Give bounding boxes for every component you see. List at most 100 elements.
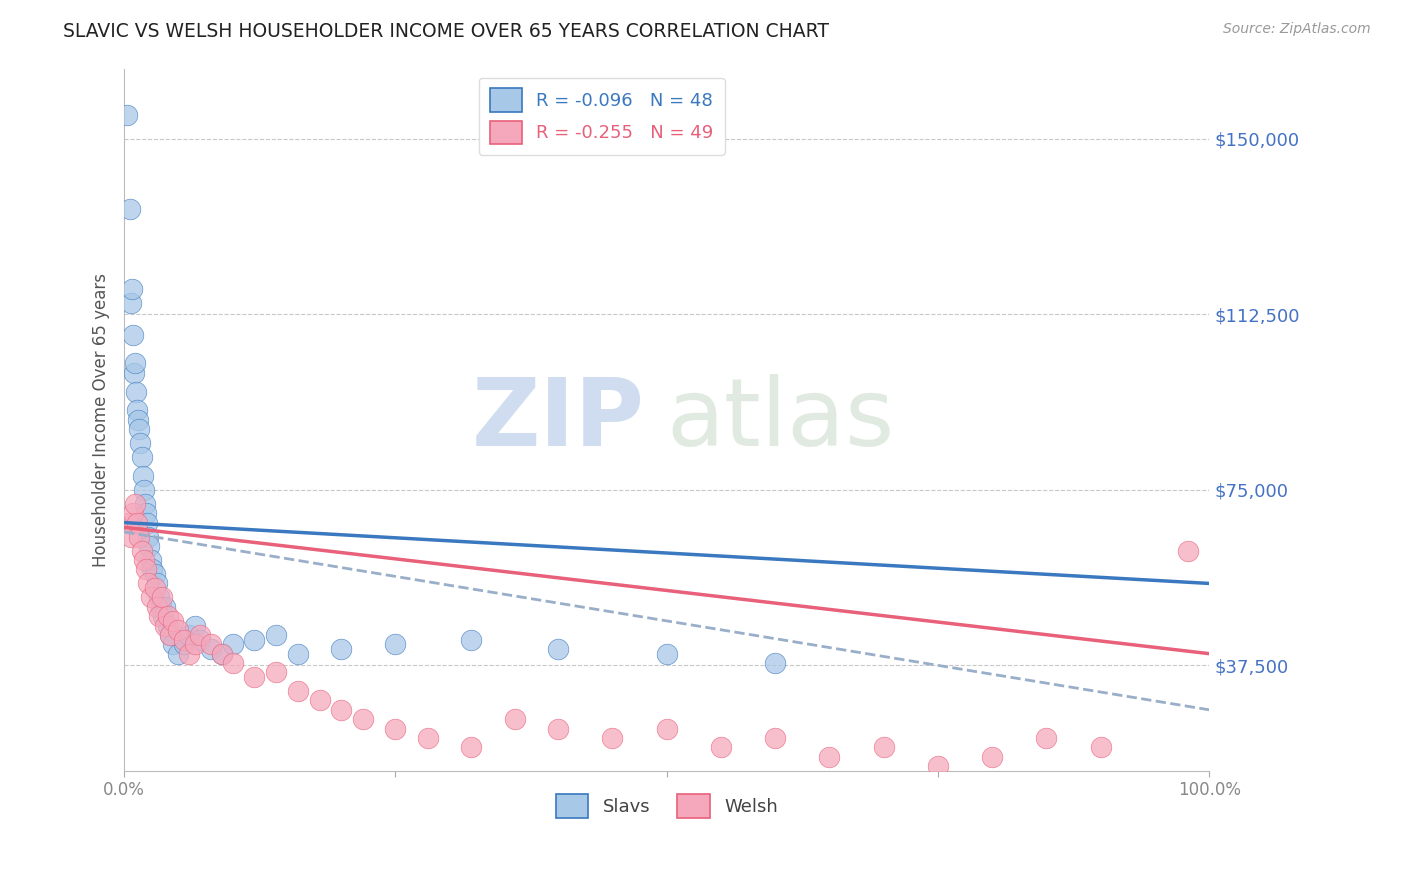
Point (135, 562, 157, 576)
Point (211, 647, 233, 661)
Text: ZIP: ZIP (472, 374, 645, 466)
Point (155, 599, 177, 614)
Point (148, 609, 170, 624)
Point (184, 618, 207, 632)
Point (179, 647, 201, 661)
Point (146, 599, 169, 614)
Y-axis label: Householder Income Over 65 years: Householder Income Over 65 years (93, 273, 110, 566)
Point (143, 581, 166, 595)
Point (1177, 543, 1199, 558)
Point (159, 628, 181, 642)
Point (162, 637, 184, 651)
Point (156, 609, 179, 624)
Point (162, 614, 184, 628)
Point (141, 591, 163, 605)
Point (125, 384, 148, 399)
Point (710, 740, 733, 755)
Point (243, 632, 266, 647)
Point (150, 599, 173, 614)
Point (602, 731, 624, 745)
Point (138, 539, 160, 553)
Point (128, 422, 150, 436)
Point (460, 632, 482, 647)
Point (211, 647, 233, 661)
Point (173, 632, 195, 647)
Point (136, 530, 159, 544)
Point (122, 328, 145, 343)
Point (264, 628, 287, 642)
Point (141, 562, 163, 576)
Point (124, 497, 146, 511)
Point (122, 366, 145, 380)
Point (818, 749, 841, 764)
Point (179, 628, 201, 642)
Point (655, 647, 678, 661)
Point (156, 618, 179, 632)
Point (118, 202, 141, 216)
Point (547, 722, 569, 736)
Point (121, 281, 143, 295)
Point (873, 740, 896, 755)
Point (148, 591, 170, 605)
Text: SLAVIC VS WELSH HOUSEHOLDER INCOME OVER 65 YEARS CORRELATION CHART: SLAVIC VS WELSH HOUSEHOLDER INCOME OVER … (63, 22, 830, 41)
Text: Source: ZipAtlas.com: Source: ZipAtlas.com (1223, 22, 1371, 37)
Point (131, 450, 153, 464)
Point (143, 567, 166, 582)
Point (222, 656, 245, 670)
Point (150, 591, 173, 605)
Point (124, 356, 146, 370)
Point (117, 516, 139, 530)
Point (330, 703, 353, 717)
Point (222, 637, 245, 651)
Point (132, 553, 155, 567)
Point (127, 403, 149, 417)
Point (128, 530, 150, 544)
Point (200, 637, 222, 651)
Point (460, 740, 482, 755)
Point (330, 642, 353, 657)
Point (1035, 731, 1057, 745)
Point (127, 516, 149, 530)
Point (120, 295, 142, 310)
Point (167, 624, 190, 638)
Point (134, 497, 156, 511)
Point (131, 543, 153, 558)
Point (129, 436, 152, 450)
Point (188, 632, 211, 647)
Point (981, 749, 1004, 764)
Point (152, 609, 174, 624)
Legend: Slavs, Welsh: Slavs, Welsh (548, 788, 785, 825)
Point (141, 553, 163, 567)
Point (308, 693, 330, 707)
Point (763, 731, 786, 745)
Text: atlas: atlas (666, 374, 896, 466)
Point (1090, 740, 1112, 755)
Point (927, 759, 949, 773)
Point (127, 412, 149, 426)
Point (131, 468, 153, 483)
Point (173, 637, 195, 651)
Point (184, 637, 207, 651)
Point (287, 647, 309, 661)
Point (188, 628, 211, 642)
Point (135, 506, 157, 520)
Point (287, 684, 309, 698)
Point (384, 722, 406, 736)
Point (136, 516, 159, 530)
Point (655, 722, 678, 736)
Point (120, 530, 142, 544)
Point (200, 642, 222, 657)
Point (503, 712, 526, 726)
Point (763, 656, 786, 670)
Point (264, 665, 287, 680)
Point (117, 108, 139, 122)
Point (159, 628, 181, 642)
Point (416, 731, 439, 745)
Point (122, 506, 145, 520)
Point (136, 576, 159, 591)
Point (243, 670, 266, 684)
Point (155, 618, 177, 632)
Point (384, 637, 406, 651)
Point (132, 483, 155, 497)
Point (547, 642, 569, 657)
